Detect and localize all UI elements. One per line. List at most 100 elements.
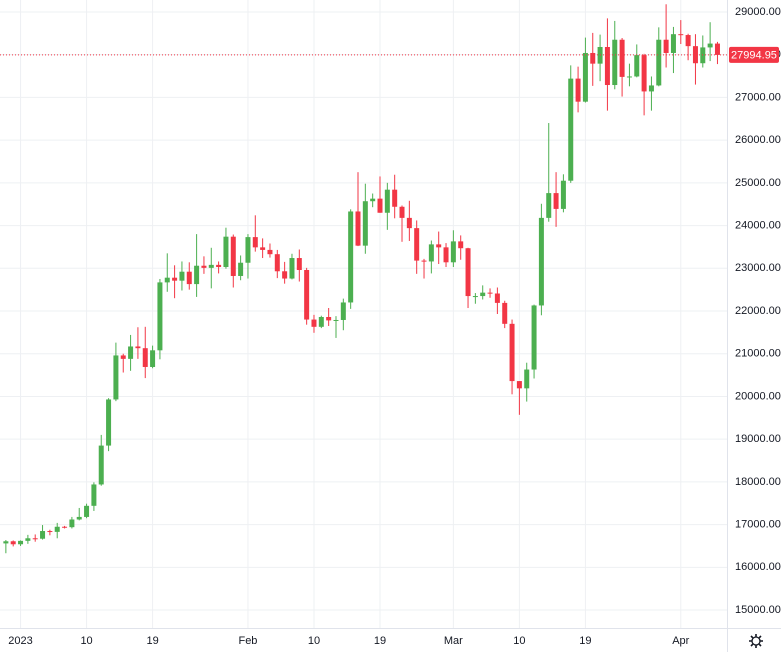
- candle-body: [494, 293, 500, 303]
- candle-body: [406, 217, 412, 229]
- candle-body: [216, 264, 222, 268]
- candle-body: [179, 271, 185, 281]
- candle-body: [18, 540, 24, 545]
- candle-body: [450, 241, 456, 263]
- candle-body: [604, 46, 610, 86]
- candle-body: [326, 316, 332, 321]
- candle-body: [546, 193, 552, 218]
- candle-body: [480, 292, 486, 297]
- candle-body: [575, 78, 581, 102]
- y-tick-label: 23000.00: [735, 262, 781, 274]
- candle-body: [663, 39, 669, 53]
- x-tick-label: 10: [80, 635, 92, 647]
- candle-body: [590, 52, 596, 64]
- candle-body: [150, 350, 156, 367]
- candle-body: [509, 323, 515, 382]
- candle-body: [362, 201, 368, 246]
- last-price-box: [729, 46, 779, 63]
- candle-body: [208, 264, 214, 268]
- candle-body: [113, 355, 119, 400]
- x-tick-label: 19: [374, 635, 386, 647]
- candle-body: [612, 39, 618, 86]
- candle-body: [282, 271, 288, 279]
- candle-body: [641, 55, 647, 92]
- y-tick-label: 27000.00: [735, 91, 781, 103]
- candle-body: [238, 262, 244, 276]
- settings-icon[interactable]: [749, 634, 763, 648]
- candle-body: [399, 206, 405, 218]
- candle-body: [194, 265, 200, 285]
- candle-body: [348, 211, 354, 303]
- y-tick-label: 17000.00: [735, 519, 781, 531]
- candle-body: [106, 399, 112, 446]
- candle-body: [465, 248, 471, 297]
- candle-body: [98, 445, 104, 485]
- candle-body: [634, 55, 640, 77]
- candle-body: [670, 34, 676, 53]
- candle-body: [296, 258, 302, 270]
- candle-body: [142, 348, 148, 367]
- y-tick-label: 25000.00: [735, 177, 781, 189]
- x-tick-label: 10: [513, 635, 525, 647]
- y-tick-label: 22000.00: [735, 305, 781, 317]
- x-tick-label: Mar: [444, 635, 463, 647]
- grid: [0, 0, 727, 628]
- candle-body: [128, 346, 134, 359]
- candle-body: [120, 355, 126, 359]
- candle-body: [267, 249, 273, 255]
- x-tick-label: 10: [308, 635, 320, 647]
- settings-gear[interactable]: [751, 636, 761, 646]
- last-price-label: 27994.95: [731, 49, 777, 61]
- candle-body: [186, 271, 192, 285]
- candle-body: [245, 237, 251, 263]
- candle-body: [458, 241, 464, 249]
- candle-body: [707, 43, 713, 48]
- candle-body: [516, 381, 522, 389]
- candle-body: [384, 189, 390, 213]
- y-tick-label: 29000.00: [735, 6, 781, 18]
- y-tick-label: 21000.00: [735, 348, 781, 360]
- candle-body: [252, 237, 258, 248]
- candle-body: [32, 538, 38, 540]
- candle-body: [582, 52, 588, 102]
- candle-body: [47, 531, 53, 533]
- candle-body: [568, 78, 574, 181]
- candle-body: [223, 236, 229, 268]
- candle-body: [230, 236, 236, 276]
- candle-body: [10, 541, 16, 545]
- settings-teeth[interactable]: [749, 634, 763, 648]
- candle-body: [560, 180, 566, 209]
- candle-body: [502, 302, 508, 324]
- candle-body: [678, 34, 684, 36]
- candle-body: [91, 484, 97, 506]
- candle-body: [84, 505, 90, 517]
- candle-body: [531, 305, 537, 370]
- y-tick-label: 26000.00: [735, 134, 781, 146]
- x-tick-label: Apr: [672, 635, 689, 647]
- candle-body: [25, 538, 31, 541]
- candle-body: [172, 277, 178, 281]
- candle-body: [340, 302, 346, 320]
- candle-body: [524, 369, 530, 389]
- y-tick-label: 20000.00: [735, 390, 781, 402]
- y-tick-label: 18000.00: [735, 476, 781, 488]
- candle-body: [54, 526, 60, 532]
- candle-body: [333, 319, 339, 321]
- candle-body: [76, 516, 82, 520]
- candle-body: [274, 254, 280, 272]
- candle-body: [355, 211, 361, 246]
- candle-body: [692, 46, 698, 64]
- candle-body: [157, 282, 163, 351]
- y-tick-label: 24000.00: [735, 219, 781, 231]
- y-tick-label: 16000.00: [735, 561, 781, 573]
- candle-body: [472, 296, 478, 298]
- candle-body: [289, 258, 295, 279]
- candle-body: [414, 228, 420, 261]
- candle-body: [201, 265, 207, 268]
- candle-body: [62, 526, 68, 528]
- candle-body: [656, 39, 662, 86]
- candle-body: [3, 541, 9, 544]
- candle-body: [40, 531, 46, 539]
- x-tick-label: Feb: [238, 635, 257, 647]
